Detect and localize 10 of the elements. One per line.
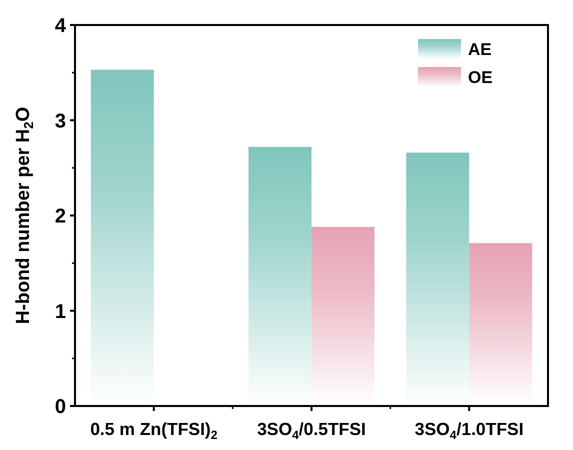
y-tick-label: 0	[54, 396, 66, 418]
y-tick-label: 4	[54, 15, 67, 37]
legend-label: AE	[468, 40, 492, 59]
x-tick-label: 3SO$_{4}$/0.5TFSI	[257, 419, 366, 442]
x-tick-label: 3SO$_{4}$/1.0TFSI	[414, 419, 524, 442]
y-tick-label: 1	[54, 300, 66, 323]
legend-label: OE	[468, 68, 493, 87]
y-tick-label: 3	[54, 110, 66, 132]
x-tick-label: 0.5 m Zn(TFSI)$_{2}$	[90, 419, 218, 442]
y-tick-label: 2	[54, 206, 66, 228]
